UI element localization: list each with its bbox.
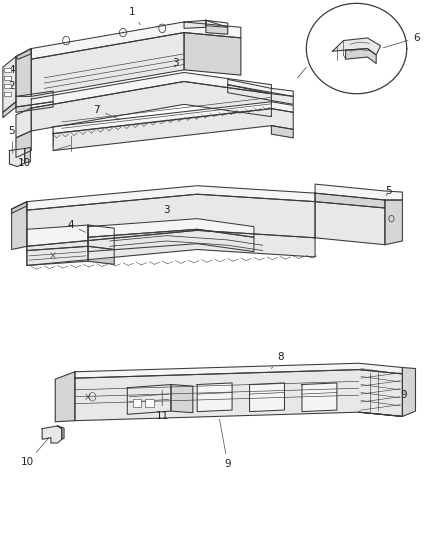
Polygon shape bbox=[332, 38, 381, 55]
Polygon shape bbox=[27, 194, 315, 246]
Text: 9: 9 bbox=[219, 419, 231, 469]
Polygon shape bbox=[16, 49, 31, 59]
Polygon shape bbox=[206, 20, 228, 34]
Polygon shape bbox=[228, 85, 293, 104]
Polygon shape bbox=[3, 56, 16, 112]
Polygon shape bbox=[31, 33, 184, 96]
Polygon shape bbox=[16, 102, 53, 112]
Polygon shape bbox=[16, 91, 53, 107]
Polygon shape bbox=[16, 108, 31, 138]
Text: 11: 11 bbox=[155, 391, 169, 422]
Text: 10: 10 bbox=[21, 438, 49, 467]
Polygon shape bbox=[53, 109, 293, 151]
Polygon shape bbox=[184, 20, 206, 28]
Bar bbox=[4, 92, 11, 96]
Text: 7: 7 bbox=[93, 104, 120, 120]
Polygon shape bbox=[346, 49, 376, 63]
Polygon shape bbox=[12, 201, 27, 249]
Text: 5: 5 bbox=[385, 186, 392, 196]
Polygon shape bbox=[31, 72, 272, 108]
Text: 1: 1 bbox=[128, 7, 141, 25]
Polygon shape bbox=[16, 131, 31, 158]
Polygon shape bbox=[88, 225, 114, 249]
Polygon shape bbox=[197, 383, 232, 411]
Text: 9: 9 bbox=[400, 390, 407, 400]
Text: 4: 4 bbox=[67, 220, 85, 232]
Bar bbox=[4, 68, 11, 72]
Polygon shape bbox=[57, 426, 64, 439]
Bar bbox=[133, 399, 141, 407]
Text: 3: 3 bbox=[163, 205, 174, 221]
Polygon shape bbox=[315, 193, 385, 208]
Polygon shape bbox=[171, 384, 193, 413]
Polygon shape bbox=[206, 20, 228, 27]
Text: 5: 5 bbox=[9, 126, 15, 153]
Polygon shape bbox=[385, 200, 403, 245]
Polygon shape bbox=[302, 383, 337, 411]
Polygon shape bbox=[3, 102, 16, 118]
Polygon shape bbox=[27, 185, 315, 210]
Bar bbox=[4, 84, 11, 88]
Bar bbox=[4, 76, 11, 80]
Polygon shape bbox=[88, 246, 114, 264]
Polygon shape bbox=[27, 225, 88, 251]
Polygon shape bbox=[31, 82, 272, 131]
Polygon shape bbox=[31, 22, 241, 59]
Polygon shape bbox=[88, 219, 254, 237]
Polygon shape bbox=[127, 384, 171, 414]
Text: 10: 10 bbox=[18, 158, 31, 168]
Text: 6: 6 bbox=[383, 33, 420, 48]
Text: 4: 4 bbox=[9, 65, 15, 75]
Polygon shape bbox=[16, 49, 31, 96]
Text: 8: 8 bbox=[272, 352, 283, 368]
Polygon shape bbox=[10, 149, 25, 166]
Polygon shape bbox=[42, 426, 62, 443]
Polygon shape bbox=[315, 201, 385, 245]
Polygon shape bbox=[359, 368, 416, 416]
Bar bbox=[145, 399, 153, 407]
Polygon shape bbox=[250, 383, 285, 411]
Polygon shape bbox=[27, 230, 315, 265]
Polygon shape bbox=[315, 184, 403, 200]
Polygon shape bbox=[12, 201, 27, 213]
Polygon shape bbox=[27, 246, 88, 265]
Polygon shape bbox=[184, 33, 241, 75]
Text: 2: 2 bbox=[9, 78, 16, 91]
Polygon shape bbox=[55, 372, 75, 422]
Polygon shape bbox=[272, 126, 293, 138]
Polygon shape bbox=[88, 229, 254, 252]
Polygon shape bbox=[53, 102, 293, 134]
Polygon shape bbox=[75, 369, 403, 421]
Polygon shape bbox=[25, 148, 30, 163]
Text: 3: 3 bbox=[172, 59, 179, 68]
Polygon shape bbox=[228, 79, 293, 96]
Polygon shape bbox=[75, 364, 403, 378]
